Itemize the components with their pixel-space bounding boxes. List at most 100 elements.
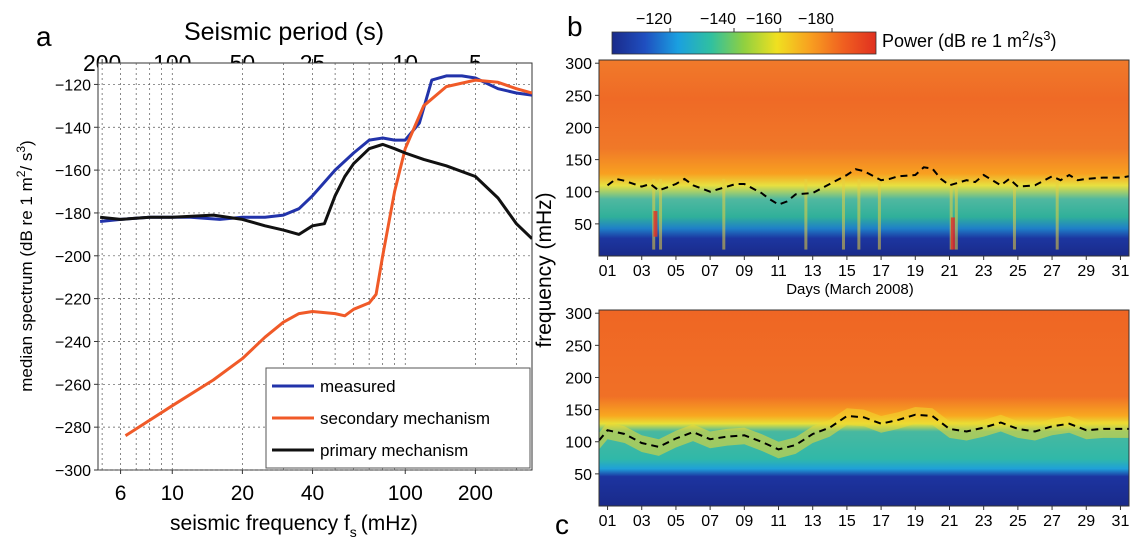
- legend-label: measured: [320, 377, 396, 396]
- y-tick-label: −300: [55, 463, 91, 480]
- colorbar-tick-label: −120: [636, 11, 672, 28]
- spectrogram-streak: [653, 211, 658, 237]
- plot-frame-b: [598, 59, 1130, 257]
- x-axis-label-a: seismic frequency fs (mHz): [170, 512, 418, 538]
- y-tick-label: 200: [565, 120, 592, 137]
- spectrogram-streak: [950, 217, 955, 250]
- spectrogram-streak: [954, 178, 958, 250]
- heatmap-b: [599, 60, 1129, 256]
- x-tick-label: 05: [667, 263, 685, 280]
- y-tick-label: −240: [55, 334, 91, 351]
- x-tick-label: 29: [1077, 513, 1095, 530]
- y-axis-label-a: median spectrum (dB re 1 m2/ s3): [14, 140, 36, 391]
- colorbar-tick-label: −140: [700, 11, 736, 28]
- x-tick-label: 20: [231, 482, 254, 505]
- heatmap-c: [599, 310, 1129, 506]
- x-tick-label: 17: [872, 263, 890, 280]
- x-tick-label: 40: [301, 482, 324, 505]
- panel-letter-a: a: [36, 21, 52, 52]
- panel-letter-c: c: [555, 509, 569, 538]
- x-tick-label: 6: [115, 482, 127, 505]
- spectrogram-streak: [857, 178, 861, 250]
- x-axis-ticks-b: 01 03 05 07 09 11 13 15 17 19 21 23 25 27 29 31: [599, 256, 1130, 280]
- y-tick-label: −220: [55, 292, 91, 309]
- x-tick-label: 11: [770, 263, 787, 280]
- colorbar-ticks: −120 −140 −160 −180: [636, 11, 834, 32]
- colorbar: [611, 31, 877, 55]
- spectrogram-streak: [1012, 178, 1016, 250]
- x-tick-label: 07: [701, 513, 719, 530]
- colorbar-tick-label: −180: [798, 11, 834, 28]
- x-tick-label: 05: [667, 513, 685, 530]
- y-tick-label: 300: [565, 56, 592, 73]
- x-tick-label: 31: [1112, 263, 1130, 280]
- x-tick-label: 21: [941, 263, 959, 280]
- x-tick-label: 13: [804, 263, 822, 280]
- y-tick-label: 150: [565, 403, 592, 420]
- x-tick-label: 13: [804, 513, 822, 530]
- y-axis-ticks-c: 50 100 150 200 250 300: [565, 306, 599, 484]
- x-tick-label: 25: [1009, 263, 1027, 280]
- spectrogram-streak: [841, 178, 845, 250]
- x-tick-label: 100: [388, 482, 423, 505]
- series-line-secondary-mechanism: [124, 78, 532, 437]
- x-tick-label: 03: [633, 513, 651, 530]
- spectrogram-streak: [804, 178, 808, 250]
- spectrogram-streak: [659, 178, 663, 250]
- x-tick-label: 23: [975, 513, 993, 530]
- panel-c: 50 100 150 200 250 300 01 03 05 07 09 11 13 15 17 19 21…: [555, 306, 1130, 538]
- x-tick-label: 29: [1077, 263, 1095, 280]
- x-tick-label: 09: [735, 513, 753, 530]
- spectrogram-streak: [1055, 178, 1059, 250]
- x-tick-label: 200: [458, 482, 493, 505]
- series-line-primary-mechanism: [99, 142, 532, 240]
- series-line-measured: [99, 74, 532, 223]
- x-tick-label: 03: [633, 263, 651, 280]
- spectrogram-streak: [877, 178, 881, 250]
- panel-letter-b: b: [567, 11, 583, 42]
- x-tick-label: 23: [975, 263, 993, 280]
- legend-label: primary mechanism: [320, 441, 468, 460]
- y-axis-ticks-b: 50 100 150 200 250 300: [565, 56, 599, 234]
- y-tick-label: 250: [565, 338, 592, 355]
- legend-a: measured secondary mechanism primary mecha…: [265, 367, 531, 469]
- panel-b: b −120 −140 −160 −180 Power (dB re 1 m2/s3)…: [565, 11, 1130, 298]
- x-tick-label: 31: [1112, 513, 1130, 530]
- x-axis-ticks-a: 6 10 20 40 100 200: [115, 470, 493, 505]
- x-tick-label: 27: [1043, 263, 1061, 280]
- x-tick-label: 25: [1009, 513, 1027, 530]
- y-tick-label: 200: [565, 370, 592, 387]
- x-tick-label: 11: [770, 513, 787, 530]
- x-tick-label: 01: [599, 513, 617, 530]
- y-tick-label: 50: [574, 467, 592, 484]
- y-tick-label: −200: [55, 249, 91, 266]
- legend-label: secondary mechanism: [320, 409, 490, 428]
- x-tick-label: 19: [906, 263, 924, 280]
- y-axis-ticks-a: −120 −140 −160 −180 −200 −220 −240 −260 −280 −300: [55, 77, 98, 480]
- x-tick-label: 17: [872, 513, 890, 530]
- y-tick-label: 250: [565, 88, 592, 105]
- y-tick-label: −160: [55, 163, 91, 180]
- x-tick-label: 07: [701, 263, 719, 280]
- y-tick-label: −140: [55, 120, 91, 137]
- x-tick-label: 01: [599, 263, 617, 280]
- spectrogram-transition-band: [599, 407, 1129, 459]
- colorbar-title: Power (dB re 1 m2/s3): [882, 28, 1057, 51]
- y-tick-label: 300: [565, 306, 592, 323]
- spectrogram-streak: [722, 178, 726, 250]
- y-tick-label: 100: [565, 185, 592, 202]
- x-tick-label: 10: [161, 482, 184, 505]
- y-tick-label: 150: [565, 153, 592, 170]
- x-tick-label: 09: [735, 263, 753, 280]
- dashed-line-c: [599, 413, 1129, 451]
- top-axis-title: Seismic period (s): [184, 18, 384, 46]
- colorbar-tick-label: −160: [746, 11, 782, 28]
- spectrogram-streak: [949, 178, 953, 250]
- x-tick-label: 21: [941, 513, 959, 530]
- x-tick-label: 27: [1043, 513, 1061, 530]
- y-tick-label: 100: [565, 435, 592, 452]
- y-tick-label: 50: [574, 217, 592, 234]
- x-axis-label-b: Days (March 2008): [786, 281, 914, 298]
- y-tick-label: −280: [55, 420, 91, 437]
- plot-frame-c: [598, 309, 1130, 507]
